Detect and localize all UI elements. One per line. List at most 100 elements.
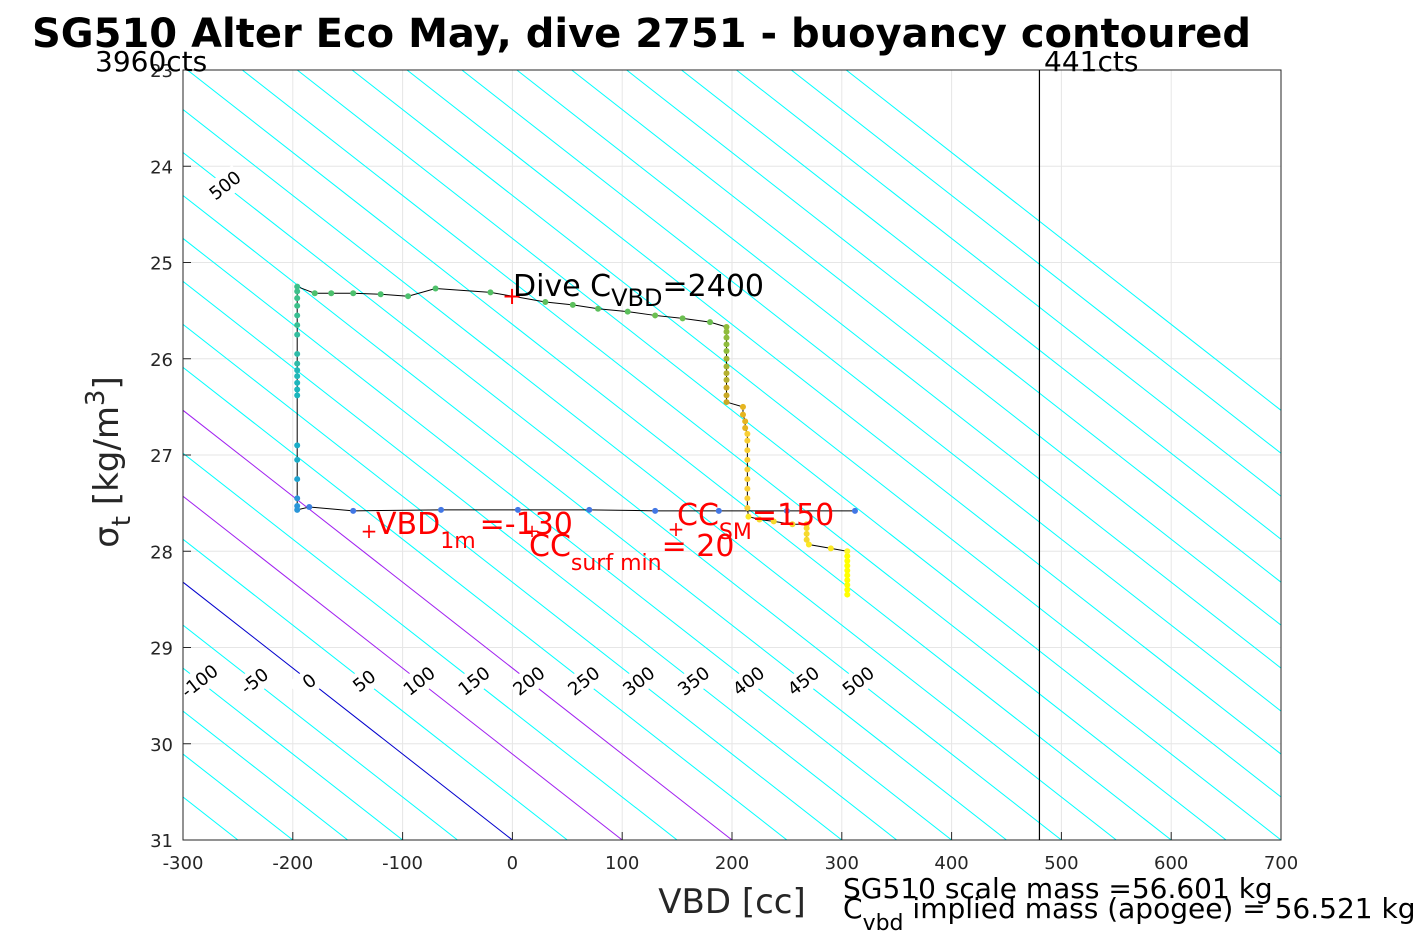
contour-line (183, 194, 1007, 840)
data-point (679, 315, 686, 322)
data-point (569, 301, 576, 308)
data-point (844, 591, 851, 598)
data-point (707, 319, 714, 326)
contour-line (351, 70, 1281, 798)
contour-line (406, 70, 1281, 755)
data-point (432, 285, 439, 292)
y-axis-label-close: ] (87, 376, 127, 389)
contour-line (183, 624, 458, 840)
contour-line (790, 70, 1281, 454)
data-point (723, 392, 730, 399)
y-tick-label: 23 (150, 61, 173, 82)
data-point (756, 516, 763, 523)
plus-marker-cc-sm: + (668, 517, 685, 541)
footer-implied-rest: implied mass (apogee) = 56.521 kg (904, 892, 1416, 925)
contour-label-bg (507, 660, 551, 702)
contour-label-bg (452, 660, 496, 702)
footer-scale-mass: SG510 scale mass =56.601 kg (843, 872, 1273, 905)
x-tick-label: 200 (715, 853, 749, 874)
data-point (294, 288, 301, 295)
data-point (827, 545, 834, 552)
dive-cvbd-prefix: Dive C (513, 269, 611, 304)
x-tick-label: 100 (605, 853, 639, 874)
contour-line (183, 710, 349, 840)
cc-surf-sub: surf min (571, 551, 662, 576)
data-point (586, 506, 593, 513)
data-point (744, 437, 751, 444)
contour-label-bg (836, 660, 881, 702)
data-point (851, 507, 858, 514)
data-point (744, 495, 751, 502)
data-point (844, 572, 851, 579)
data-point (306, 503, 313, 510)
data-point (739, 403, 746, 410)
data-point (723, 399, 730, 406)
contour-line (571, 70, 1281, 626)
x-tick-label: -100 (382, 853, 423, 874)
data-point (652, 507, 659, 514)
data-point (744, 485, 751, 492)
data-point (739, 411, 746, 418)
data-point (715, 507, 722, 514)
contour-label-bg (617, 660, 661, 702)
corner-label-right: 441cts (1044, 45, 1138, 78)
data-point (405, 293, 412, 300)
data-point (294, 283, 301, 290)
y-axis-label-symbol: σ (87, 526, 127, 548)
y-tick-label: 25 (150, 254, 173, 275)
data-point (723, 376, 730, 383)
cc-sm-value: =150 (752, 498, 834, 533)
footer-implied-mass: Cvbd implied mass (apogee) = 56.521 kg (843, 892, 1415, 936)
y-tick-label: 28 (150, 542, 173, 563)
data-point (328, 290, 335, 297)
y-axis-ticks: 23 24 25 26 27 28 29 30 31 (150, 61, 191, 852)
data-point (294, 302, 301, 309)
cc-surf-value: = 20 (662, 529, 735, 564)
contour-line (241, 70, 1227, 840)
contour-line (0, 70, 18, 840)
data-point (652, 312, 659, 319)
data-point (377, 291, 384, 298)
cc-surf-prefix: CC (529, 529, 571, 564)
x-tick-label: 400 (934, 853, 968, 874)
data-point (744, 456, 751, 463)
footer-implied-prefix: C (843, 892, 863, 925)
y-axis-label-units: [kg/m (87, 406, 127, 516)
contour-line (183, 151, 1062, 840)
data-point (844, 581, 851, 588)
cc-sm-sub: SM (719, 520, 752, 545)
data-point (350, 290, 357, 297)
data-point (805, 541, 812, 548)
contour-line (183, 495, 623, 840)
x-tick-label: 600 (1154, 853, 1188, 874)
data-point (294, 373, 301, 380)
data-point (723, 384, 730, 391)
data-point (723, 334, 730, 341)
data-point (844, 557, 851, 564)
data-point (789, 521, 796, 528)
contour-label-bg (562, 660, 606, 702)
data-point (723, 348, 730, 355)
x-axis-label: VBD [cc] (658, 882, 806, 922)
contour-line (0, 70, 73, 840)
contour-line (187, 70, 1172, 840)
data-point (803, 521, 810, 528)
dive-cvbd-sub: VBD (611, 284, 662, 312)
contour-label-bg (672, 660, 716, 702)
y-tick-label: 31 (150, 831, 173, 852)
data-point (624, 308, 631, 315)
annotation-cc-surf-min: CCsurf min= 20 (529, 529, 734, 576)
y-axis-label-sub: t (107, 516, 137, 526)
data-point (438, 506, 445, 513)
data-point (723, 328, 730, 335)
data-point (803, 530, 810, 537)
data-point (723, 363, 730, 370)
corner-label-left: 3960cts (95, 45, 207, 78)
data-point (844, 548, 851, 555)
data-point (844, 567, 851, 574)
contour-line (183, 366, 788, 840)
vbd-1m-sub: 1m (440, 529, 475, 554)
annotation-vbd-1m: VBD1m =-130 (376, 507, 573, 554)
data-point (744, 430, 751, 437)
data-point (294, 495, 301, 502)
